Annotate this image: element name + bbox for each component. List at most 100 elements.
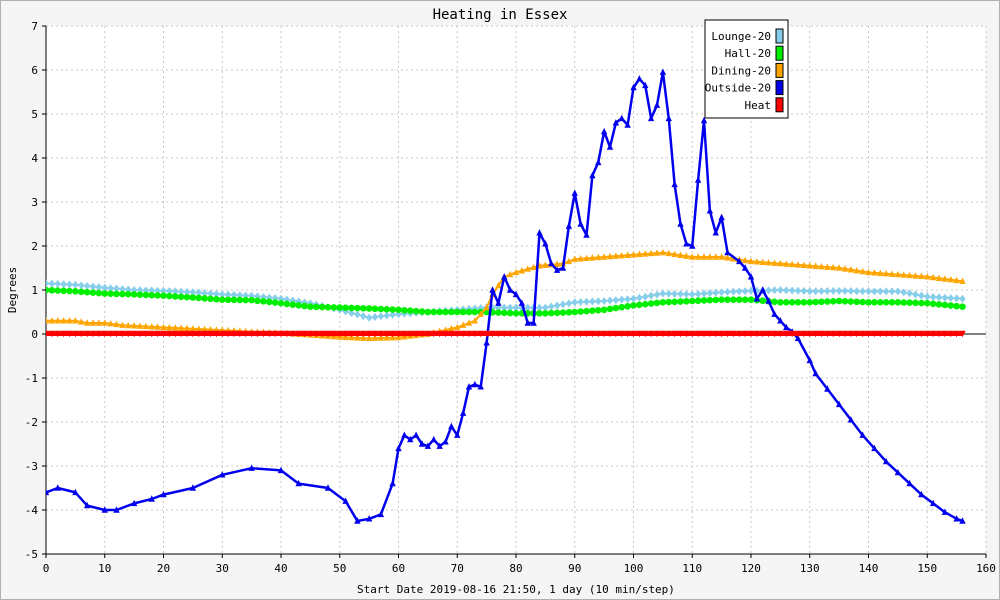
data-point-dining-20 bbox=[606, 252, 614, 260]
data-point-outside-20 bbox=[741, 264, 749, 271]
data-point-outside-20 bbox=[783, 323, 790, 331]
data-point-outside-20 bbox=[189, 484, 197, 491]
legend-swatch-heat bbox=[775, 97, 784, 113]
data-point-outside-20 bbox=[430, 435, 437, 443]
data-point-lounge-20 bbox=[747, 286, 755, 295]
data-point-outside-20 bbox=[724, 248, 731, 256]
data-point-hall-20 bbox=[724, 296, 731, 303]
data-point-outside-20 bbox=[465, 383, 473, 390]
data-point-lounge-20 bbox=[95, 283, 103, 292]
data-point-hall-20 bbox=[706, 296, 714, 304]
data-point-outside-20 bbox=[882, 457, 890, 465]
data-point-hall-20 bbox=[207, 295, 214, 303]
y-tick-label: 6 bbox=[31, 64, 38, 77]
data-point-hall-20 bbox=[712, 296, 720, 304]
data-point-dining-20 bbox=[595, 253, 602, 261]
legend-swatch-lounge-20 bbox=[775, 28, 784, 44]
data-point-heat bbox=[442, 330, 449, 338]
data-point-heat bbox=[900, 330, 907, 338]
data-point-dining-20 bbox=[46, 317, 50, 324]
data-point-outside-20 bbox=[759, 286, 766, 293]
data-point-outside-20 bbox=[665, 114, 672, 122]
data-point-hall-20 bbox=[888, 299, 896, 306]
data-point-dining-20 bbox=[518, 267, 526, 274]
data-point-heat bbox=[935, 330, 943, 338]
data-point-outside-20 bbox=[389, 479, 396, 487]
data-point-heat bbox=[277, 330, 285, 338]
data-point-outside-20 bbox=[454, 431, 461, 438]
data-point-outside-20 bbox=[589, 171, 596, 179]
y-tick-label: -3 bbox=[25, 460, 38, 473]
data-point-outside-20 bbox=[630, 83, 637, 91]
data-point-heat bbox=[142, 330, 150, 338]
data-point-heat bbox=[835, 330, 843, 338]
data-point-outside-20 bbox=[536, 229, 543, 236]
data-point-hall-20 bbox=[653, 299, 661, 307]
data-point-dining-20 bbox=[89, 319, 97, 326]
data-point-heat bbox=[877, 330, 884, 338]
data-point-outside-20 bbox=[941, 508, 949, 515]
data-point-outside-20 bbox=[694, 176, 702, 183]
data-point-outside-20 bbox=[219, 471, 226, 478]
data-point-hall-20 bbox=[906, 299, 913, 306]
data-point-hall-20 bbox=[54, 287, 62, 294]
data-point-outside-20 bbox=[365, 515, 373, 522]
data-point-dining-20 bbox=[365, 334, 373, 342]
data-point-outside-20 bbox=[642, 81, 649, 89]
data-point-lounge-20 bbox=[512, 303, 520, 312]
series-dining-20 bbox=[46, 248, 966, 342]
data-point-heat bbox=[454, 330, 461, 338]
data-point-heat bbox=[882, 330, 890, 338]
data-point-heat bbox=[101, 330, 108, 338]
data-point-heat bbox=[618, 330, 625, 338]
data-point-dining-20 bbox=[148, 323, 155, 330]
data-point-dining-20 bbox=[612, 252, 620, 259]
data-point-heat bbox=[236, 330, 244, 338]
data-point-heat bbox=[642, 330, 649, 338]
data-point-heat bbox=[606, 330, 614, 338]
data-point-lounge-20 bbox=[794, 286, 802, 295]
data-point-dining-20 bbox=[72, 317, 79, 324]
data-point-lounge-20 bbox=[219, 290, 226, 299]
data-point-hall-20 bbox=[60, 287, 67, 295]
data-point-lounge-20 bbox=[812, 287, 819, 296]
data-point-lounge-20 bbox=[783, 286, 790, 295]
data-point-dining-20 bbox=[859, 267, 866, 275]
data-point-heat bbox=[665, 330, 672, 338]
data-point-heat bbox=[659, 330, 667, 338]
data-point-heat bbox=[959, 330, 966, 338]
data-point-lounge-20 bbox=[72, 280, 79, 289]
y-tick-label: -2 bbox=[25, 416, 38, 429]
data-point-hall-20 bbox=[730, 296, 737, 303]
data-point-hall-20 bbox=[941, 301, 949, 309]
data-point-hall-20 bbox=[918, 299, 925, 307]
data-point-hall-20 bbox=[589, 307, 596, 314]
data-point-heat bbox=[219, 330, 226, 338]
data-point-dining-20 bbox=[154, 323, 161, 330]
data-point-lounge-20 bbox=[201, 289, 208, 298]
data-point-heat bbox=[336, 330, 343, 338]
data-point-hall-20 bbox=[547, 309, 555, 317]
data-point-hall-20 bbox=[912, 299, 919, 307]
data-point-dining-20 bbox=[830, 263, 837, 271]
data-point-outside-20 bbox=[918, 490, 925, 498]
data-point-outside-20 bbox=[953, 515, 960, 522]
data-point-dining-20 bbox=[689, 253, 696, 260]
data-point-heat bbox=[230, 330, 238, 338]
data-point-lounge-20 bbox=[242, 291, 249, 300]
data-point-outside-20 bbox=[565, 222, 573, 229]
data-point-heat bbox=[724, 330, 731, 338]
data-point-heat bbox=[630, 330, 637, 338]
data-point-dining-20 bbox=[506, 270, 514, 278]
data-point-hall-20 bbox=[677, 298, 684, 305]
data-point-hall-20 bbox=[953, 302, 960, 310]
data-point-outside-20 bbox=[718, 213, 725, 221]
data-point-hall-20 bbox=[224, 296, 232, 304]
data-point-dining-20 bbox=[136, 322, 144, 329]
data-point-dining-20 bbox=[877, 269, 884, 276]
data-point-heat bbox=[407, 330, 414, 338]
data-point-hall-20 bbox=[418, 308, 426, 315]
data-point-hall-20 bbox=[124, 290, 132, 298]
data-point-heat bbox=[824, 330, 831, 338]
data-point-hall-20 bbox=[459, 308, 467, 316]
